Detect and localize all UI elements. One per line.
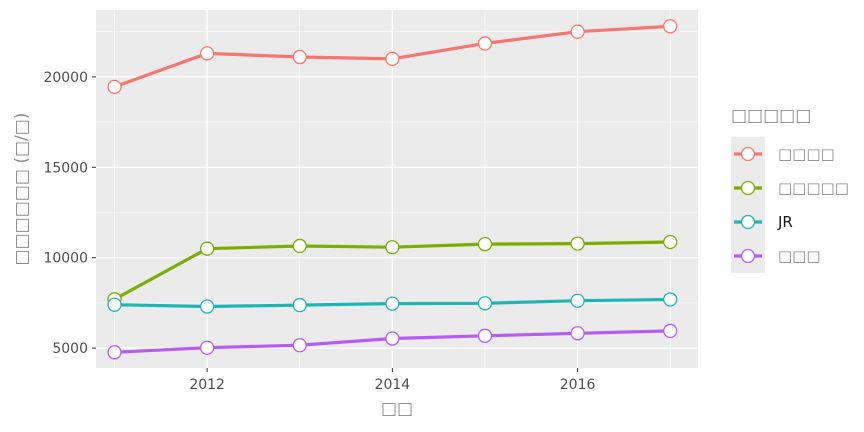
series-4-point xyxy=(663,323,678,339)
series-2-point xyxy=(477,236,493,252)
series-4-point xyxy=(107,345,122,360)
series-4-point xyxy=(292,338,307,353)
series-2-point xyxy=(199,241,215,256)
legend-item-3: JR xyxy=(731,205,793,239)
legend-item-2: □□□□□ xyxy=(731,171,849,205)
series-1-point xyxy=(385,51,400,66)
series-3-point xyxy=(292,297,307,313)
series-3-point xyxy=(199,299,215,314)
legend-key-point xyxy=(740,248,756,264)
legend-label: □□□□□ xyxy=(778,179,849,197)
y-axis-title: □□□□□□ (□/□) xyxy=(12,113,32,266)
series-2-point xyxy=(292,238,307,254)
series-3-point xyxy=(107,297,122,312)
series-2-point xyxy=(570,236,585,251)
series-4-point xyxy=(477,328,493,343)
legend-key-point xyxy=(740,180,756,196)
y-tick-label: 15000 xyxy=(43,160,88,176)
x-tick-label: 2016 xyxy=(560,377,596,393)
axis-ticks: 2012 2014 2016 5000 10000 15000 20000 xyxy=(43,70,595,393)
series-1-point xyxy=(292,49,307,65)
series-1-point xyxy=(199,46,215,61)
series-1-point xyxy=(570,24,585,39)
legend-label: JR xyxy=(777,213,793,231)
series-3-point xyxy=(477,296,493,311)
legend-item-4: □□□ xyxy=(731,239,821,273)
legend-label: □□□ xyxy=(778,247,821,265)
minor-gridlines xyxy=(96,10,698,368)
series-4-point xyxy=(199,340,215,355)
points-layer xyxy=(107,19,678,360)
series-1-point xyxy=(107,79,122,94)
legend: □□□□□□□□□JR□□□ xyxy=(731,137,849,273)
series-2-point xyxy=(663,234,678,250)
series-4-point xyxy=(570,326,585,341)
y-tick-label: 20000 xyxy=(43,70,88,86)
series-2-point xyxy=(385,240,400,255)
y-tick-label: 10000 xyxy=(43,251,88,267)
y-tick-label: 5000 xyxy=(52,341,88,357)
legend-key-point xyxy=(740,214,756,230)
series-3-point xyxy=(385,296,400,311)
series-4-point xyxy=(385,331,400,346)
x-tick-label: 2012 xyxy=(189,377,225,393)
legend-item-1: □□□□ xyxy=(731,137,835,171)
series-3-point xyxy=(570,293,585,308)
legend-label: □□□□ xyxy=(778,145,835,163)
series-3-point xyxy=(663,292,678,307)
series-1-point xyxy=(477,36,493,51)
legend-key-point xyxy=(740,146,756,162)
series-1-point xyxy=(663,19,678,34)
x-tick-label: 2014 xyxy=(375,377,411,393)
x-axis-title: □□ xyxy=(381,399,413,419)
legend-title: □□□□□ xyxy=(731,106,811,126)
